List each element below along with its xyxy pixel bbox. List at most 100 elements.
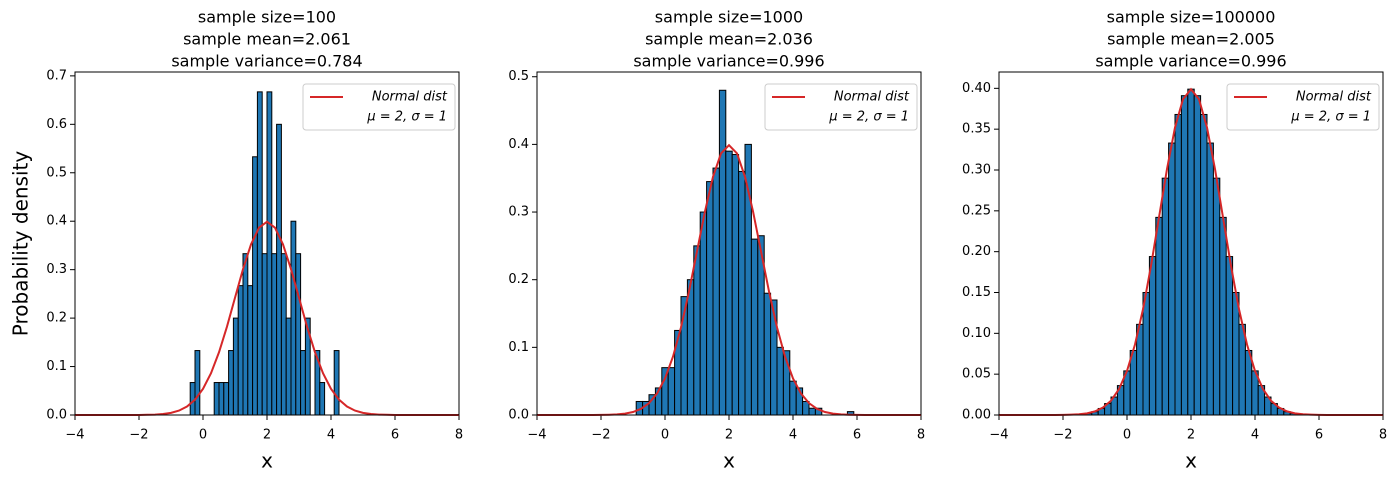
axes-frame xyxy=(74,71,460,416)
bar xyxy=(706,181,714,416)
x-axis-label: x xyxy=(261,449,273,473)
x-tick-label: −4 xyxy=(65,428,84,443)
bar xyxy=(300,350,306,416)
x-tick-label: 8 xyxy=(1379,428,1387,443)
chart-title: sample variance=0.784 xyxy=(171,52,362,71)
y-tick-label: 0.5 xyxy=(508,69,529,84)
y-tick-label: 0.35 xyxy=(962,122,991,137)
y-tick-label: 0.20 xyxy=(962,244,991,259)
bar xyxy=(271,253,278,416)
bar xyxy=(750,238,759,416)
x-tick-label: 0 xyxy=(1123,428,1131,443)
x-tick-label: 8 xyxy=(455,428,463,443)
y-axis-label: Probability density xyxy=(9,151,33,337)
bar xyxy=(266,91,273,416)
bar xyxy=(699,211,708,416)
x-tick-label: −2 xyxy=(1053,428,1072,443)
x-tick-label: −2 xyxy=(591,428,610,443)
bar xyxy=(718,89,727,416)
x-tick-label: 4 xyxy=(327,428,335,443)
legend-label: Normal dist xyxy=(1296,90,1372,105)
x-tick-label: 6 xyxy=(391,428,399,443)
axes-frame xyxy=(998,71,1384,416)
legend-label: μ = 2, σ = 1 xyxy=(366,110,447,125)
bar xyxy=(319,382,326,416)
y-tick-label: 0.4 xyxy=(508,137,529,152)
bar xyxy=(213,382,220,416)
bar xyxy=(285,317,292,416)
y-tick-label: 0.6 xyxy=(46,117,67,132)
bar xyxy=(280,253,287,416)
chart-title: sample mean=2.036 xyxy=(645,30,813,49)
subplot: sample size=100 sample mean=2.061 sample v… xyxy=(9,8,464,473)
y-tick-label: 0.25 xyxy=(962,203,991,218)
bar xyxy=(252,156,258,416)
x-tick-label: 4 xyxy=(789,428,797,443)
x-tick-label: 8 xyxy=(917,428,925,443)
bar xyxy=(1161,177,1170,416)
y-tick-label: 0.1 xyxy=(46,359,67,374)
legend-label: μ = 2, σ = 1 xyxy=(828,110,909,125)
bar xyxy=(1225,256,1234,416)
legend-label: Normal dist xyxy=(834,90,910,105)
bar xyxy=(738,170,746,416)
chart-title: sample variance=0.996 xyxy=(633,52,824,71)
chart-title: sample size=100000 xyxy=(1107,8,1276,27)
legend-box xyxy=(1226,83,1380,131)
legend-label: μ = 2, σ = 1 xyxy=(1290,110,1371,125)
bar xyxy=(295,253,302,416)
x-tick-label: 6 xyxy=(853,428,861,443)
bar xyxy=(731,154,740,416)
bar xyxy=(1187,88,1195,416)
bar xyxy=(218,382,225,416)
bar xyxy=(333,350,340,416)
bar xyxy=(1232,292,1240,416)
bar xyxy=(725,150,733,416)
y-tick-label: 0.40 xyxy=(962,81,991,96)
bar xyxy=(789,380,797,416)
bar xyxy=(194,350,201,416)
x-tick-label: −4 xyxy=(989,428,1008,443)
y-tick-label: 0.0 xyxy=(46,408,67,423)
legend-box xyxy=(764,83,918,131)
x-tick-label: 2 xyxy=(263,428,271,443)
x-tick-label: 0 xyxy=(661,428,669,443)
subplot: sample size=1000 sample mean=2.036 sample … xyxy=(508,8,925,473)
bar xyxy=(247,285,254,416)
y-tick-label: 0.7 xyxy=(46,68,67,83)
bar xyxy=(228,350,234,416)
bar xyxy=(763,292,772,416)
bar xyxy=(1136,323,1144,416)
bar xyxy=(808,407,816,416)
bar xyxy=(1180,95,1189,416)
y-tick-label: 0.2 xyxy=(508,272,529,287)
y-tick-label: 0.1 xyxy=(508,340,529,355)
x-tick-label: −4 xyxy=(527,428,546,443)
bar xyxy=(1168,142,1176,416)
y-tick-label: 0.0 xyxy=(508,408,529,423)
bar xyxy=(242,253,249,416)
legend-label: Normal dist xyxy=(372,90,448,105)
bar xyxy=(290,220,297,416)
bar xyxy=(712,167,720,416)
bar xyxy=(1174,113,1182,416)
x-tick-label: 6 xyxy=(1315,428,1323,443)
x-tick-label: 4 xyxy=(1251,428,1259,443)
chart-title: sample mean=2.005 xyxy=(1107,30,1275,49)
y-tick-label: 0.15 xyxy=(962,285,991,300)
y-tick-label: 0.10 xyxy=(962,326,991,341)
y-tick-label: 0.2 xyxy=(46,311,67,326)
chart-title: sample mean=2.061 xyxy=(183,30,351,49)
x-axis-label: x xyxy=(1185,449,1197,473)
bar xyxy=(776,346,784,416)
bar xyxy=(276,123,282,416)
bar xyxy=(667,367,676,416)
y-tick-label: 0.00 xyxy=(962,408,991,423)
bar xyxy=(1193,95,1202,416)
bar xyxy=(256,91,263,416)
y-tick-label: 0.30 xyxy=(962,163,991,178)
bar xyxy=(223,382,230,416)
x-tick-label: 0 xyxy=(199,428,207,443)
y-tick-label: 0.5 xyxy=(46,165,67,180)
